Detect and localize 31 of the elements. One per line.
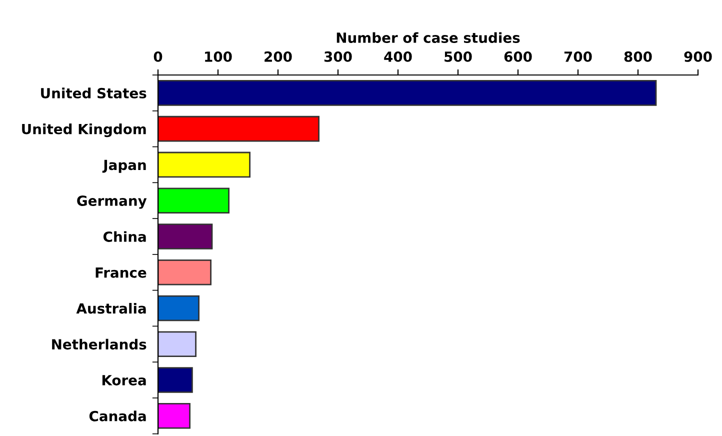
- y-tick-label: United Kingdom: [22, 124, 146, 138]
- bar: [158, 80, 657, 106]
- bar: [158, 331, 196, 358]
- x-tick-label: 800: [624, 51, 652, 62]
- bar: [158, 259, 212, 286]
- y-tick-label: China: [103, 231, 146, 242]
- bar: [158, 224, 213, 250]
- y-tick-label: Australia: [76, 302, 146, 314]
- x-tick-label: 700: [564, 51, 592, 62]
- bar: [158, 116, 320, 142]
- x-tick-label: 300: [324, 51, 352, 62]
- x-tick-label: 900: [684, 51, 712, 62]
- y-tick-label: Netherlands: [52, 338, 146, 350]
- x-tick-label: 0: [154, 51, 162, 62]
- bar: [158, 188, 230, 214]
- x-tick-label: 100: [205, 51, 232, 62]
- y-tick-label: Canada: [89, 410, 146, 422]
- x-tick-label: 600: [504, 51, 532, 62]
- y-tick-label: United States: [41, 88, 146, 98]
- x-axis-title: Number of case studies: [336, 32, 520, 44]
- y-tick-label: France: [96, 268, 146, 278]
- y-tick-label: Korea: [102, 375, 146, 386]
- bar: [158, 402, 190, 429]
- bar: [158, 152, 250, 178]
- bar: [158, 367, 193, 393]
- x-tick-label: 500: [444, 51, 472, 62]
- x-tick-label: 400: [384, 51, 412, 62]
- y-tick-label: Japan: [102, 160, 146, 173]
- y-tick-label: Germany: [77, 196, 147, 209]
- x-tick-label: 200: [264, 51, 292, 62]
- bar: [158, 295, 200, 322]
